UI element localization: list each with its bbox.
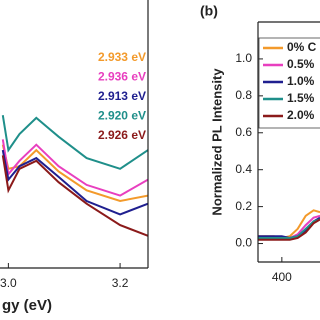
line-series — [1, 144, 148, 203]
line-series — [258, 218, 320, 239]
y-tick-label: 0.8 — [235, 88, 252, 102]
line-series — [1, 149, 148, 216]
y-tick-label: 0.4 — [235, 162, 252, 176]
y-tick-label: 0.6 — [235, 125, 252, 139]
legend-label: 2.913 eV — [98, 89, 146, 103]
legend-label: 2.926 eV — [98, 128, 146, 142]
legend-label: 2.936 eV — [98, 70, 146, 84]
legend-label: 0.5% — [287, 57, 315, 71]
x-tick-label: 3.2 — [112, 276, 129, 290]
plot-area — [258, 209, 320, 241]
y-tick-label: 0.0 — [235, 236, 252, 250]
x-axis-label: gy (eV) — [2, 297, 52, 314]
y-axis-label: Normalized PL Intensity — [209, 68, 224, 216]
line-series — [1, 115, 148, 170]
legend-box — [258, 37, 320, 129]
panel-label: (b) — [200, 3, 218, 19]
x-tick-label: 3.0 — [0, 276, 17, 290]
line-series — [1, 139, 148, 197]
legend-label: 1.0% — [287, 74, 315, 88]
legend-label: 2.920 eV — [98, 109, 146, 123]
legend-label: 2.0% — [287, 108, 315, 122]
legend-label: 2.933 eV — [98, 50, 146, 64]
x-tick-label: 400 — [272, 270, 292, 284]
y-tick-label: 1.0 — [235, 51, 252, 65]
legend-label: 1.5% — [287, 91, 315, 105]
line-series — [1, 155, 148, 237]
y-tick-label: 0.2 — [235, 199, 252, 213]
line-series — [258, 218, 320, 241]
plot-area — [1, 115, 148, 237]
legend-label: 0% C — [287, 40, 317, 54]
